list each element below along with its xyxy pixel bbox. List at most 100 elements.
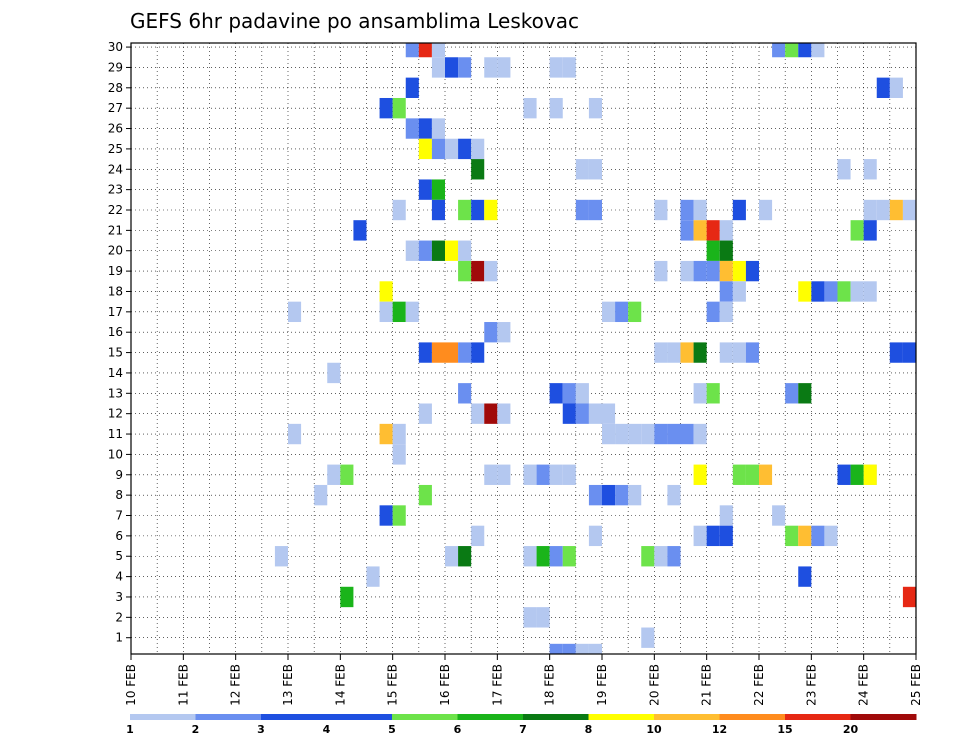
y-tick-label: 5	[115, 549, 123, 563]
data-cell	[484, 260, 498, 282]
data-cell	[523, 546, 537, 567]
x-tick-label: 11 FEB	[176, 664, 190, 706]
y-tick-label: 6	[115, 529, 123, 543]
data-cell	[837, 281, 851, 302]
data-cell	[562, 383, 576, 404]
data-cell	[588, 484, 602, 506]
data-cell	[471, 342, 485, 363]
data-cell	[523, 97, 537, 119]
data-cell	[445, 546, 459, 567]
data-cell	[588, 525, 602, 547]
y-tick-label: 16	[108, 325, 123, 339]
data-cell	[458, 57, 472, 78]
data-cell	[706, 525, 720, 547]
y-tick-label: 27	[108, 101, 123, 115]
data-cell	[798, 43, 812, 58]
data-cell	[471, 159, 485, 180]
data-cell	[785, 43, 799, 58]
data-cell	[745, 464, 759, 485]
data-cell	[314, 484, 328, 506]
data-cell	[811, 281, 825, 302]
data-cell	[484, 322, 498, 343]
data-cell	[693, 525, 707, 547]
data-cell	[379, 301, 393, 323]
y-tick-label: 15	[108, 346, 123, 360]
data-cell	[588, 643, 602, 654]
data-cell	[274, 546, 288, 567]
x-tick-label: 25 FEB	[909, 664, 923, 706]
y-tick-label: 25	[108, 142, 123, 156]
data-cell	[418, 43, 432, 58]
colorbar-label: 10	[646, 723, 662, 736]
data-cell	[549, 383, 563, 404]
y-tick-label: 11	[108, 427, 123, 441]
data-cell	[484, 57, 498, 78]
data-cell	[732, 199, 746, 221]
data-cell	[575, 159, 589, 180]
data-cell	[392, 505, 406, 526]
data-cell	[654, 342, 668, 363]
data-cell	[732, 464, 746, 485]
data-cell	[418, 118, 432, 139]
y-tick-label: 10	[108, 447, 123, 461]
data-cell	[798, 525, 812, 547]
y-tick-label: 3	[115, 590, 123, 604]
y-tick-label: 7	[115, 509, 123, 523]
x-tick-label: 20 FEB	[647, 664, 661, 706]
colorbar-swatch	[392, 714, 458, 720]
data-cell	[732, 281, 746, 302]
data-cell	[458, 383, 472, 404]
data-cell	[719, 505, 733, 526]
colorbar-swatch	[588, 714, 655, 720]
data-cell	[719, 342, 733, 363]
data-cell	[602, 301, 616, 323]
data-cell	[654, 260, 668, 282]
y-tick-label: 30	[108, 40, 123, 54]
data-cell	[418, 342, 432, 363]
data-cell	[680, 199, 694, 221]
colorbar-swatch	[130, 714, 196, 720]
data-cell	[418, 240, 432, 261]
data-cell	[471, 138, 485, 160]
data-cell	[405, 240, 419, 261]
data-cell	[497, 57, 511, 78]
x-tick-label: 21 FEB	[700, 664, 714, 706]
colorbar-label: 12	[712, 723, 727, 736]
data-cell	[536, 546, 550, 567]
x-tick-label: 22 FEB	[752, 664, 766, 706]
data-cell	[798, 566, 812, 587]
data-cell	[431, 138, 445, 160]
data-cell	[850, 281, 864, 302]
data-cell	[602, 484, 616, 506]
colorbar-label: 5	[388, 723, 396, 736]
data-cell	[772, 505, 786, 526]
data-cell	[837, 159, 851, 180]
colorbar-label: 4	[323, 723, 331, 736]
data-cell	[418, 179, 432, 200]
y-tick-label: 28	[108, 81, 123, 95]
colorbar-label: 1	[126, 723, 134, 736]
data-cell	[863, 220, 877, 241]
data-cell	[680, 342, 694, 363]
data-cell	[732, 342, 746, 363]
data-cell	[876, 77, 890, 98]
y-tick-label: 20	[108, 244, 123, 258]
data-cell	[654, 199, 668, 221]
data-cell	[484, 199, 498, 221]
data-cell	[680, 423, 694, 445]
colorbar-swatch	[326, 714, 393, 720]
data-cell	[497, 403, 511, 424]
data-cell	[458, 240, 472, 261]
x-tick-label: 15 FEB	[386, 664, 400, 706]
y-tick-label: 1	[115, 631, 123, 645]
data-cell	[497, 464, 511, 485]
data-cell	[667, 342, 681, 363]
data-cell	[902, 199, 916, 221]
y-tick-label: 18	[108, 284, 123, 298]
data-cell	[719, 301, 733, 323]
data-cell	[628, 423, 642, 445]
data-cell	[445, 57, 459, 78]
y-axis: 1234567891011121314151617181920212223242…	[108, 40, 131, 645]
data-cell	[719, 220, 733, 241]
